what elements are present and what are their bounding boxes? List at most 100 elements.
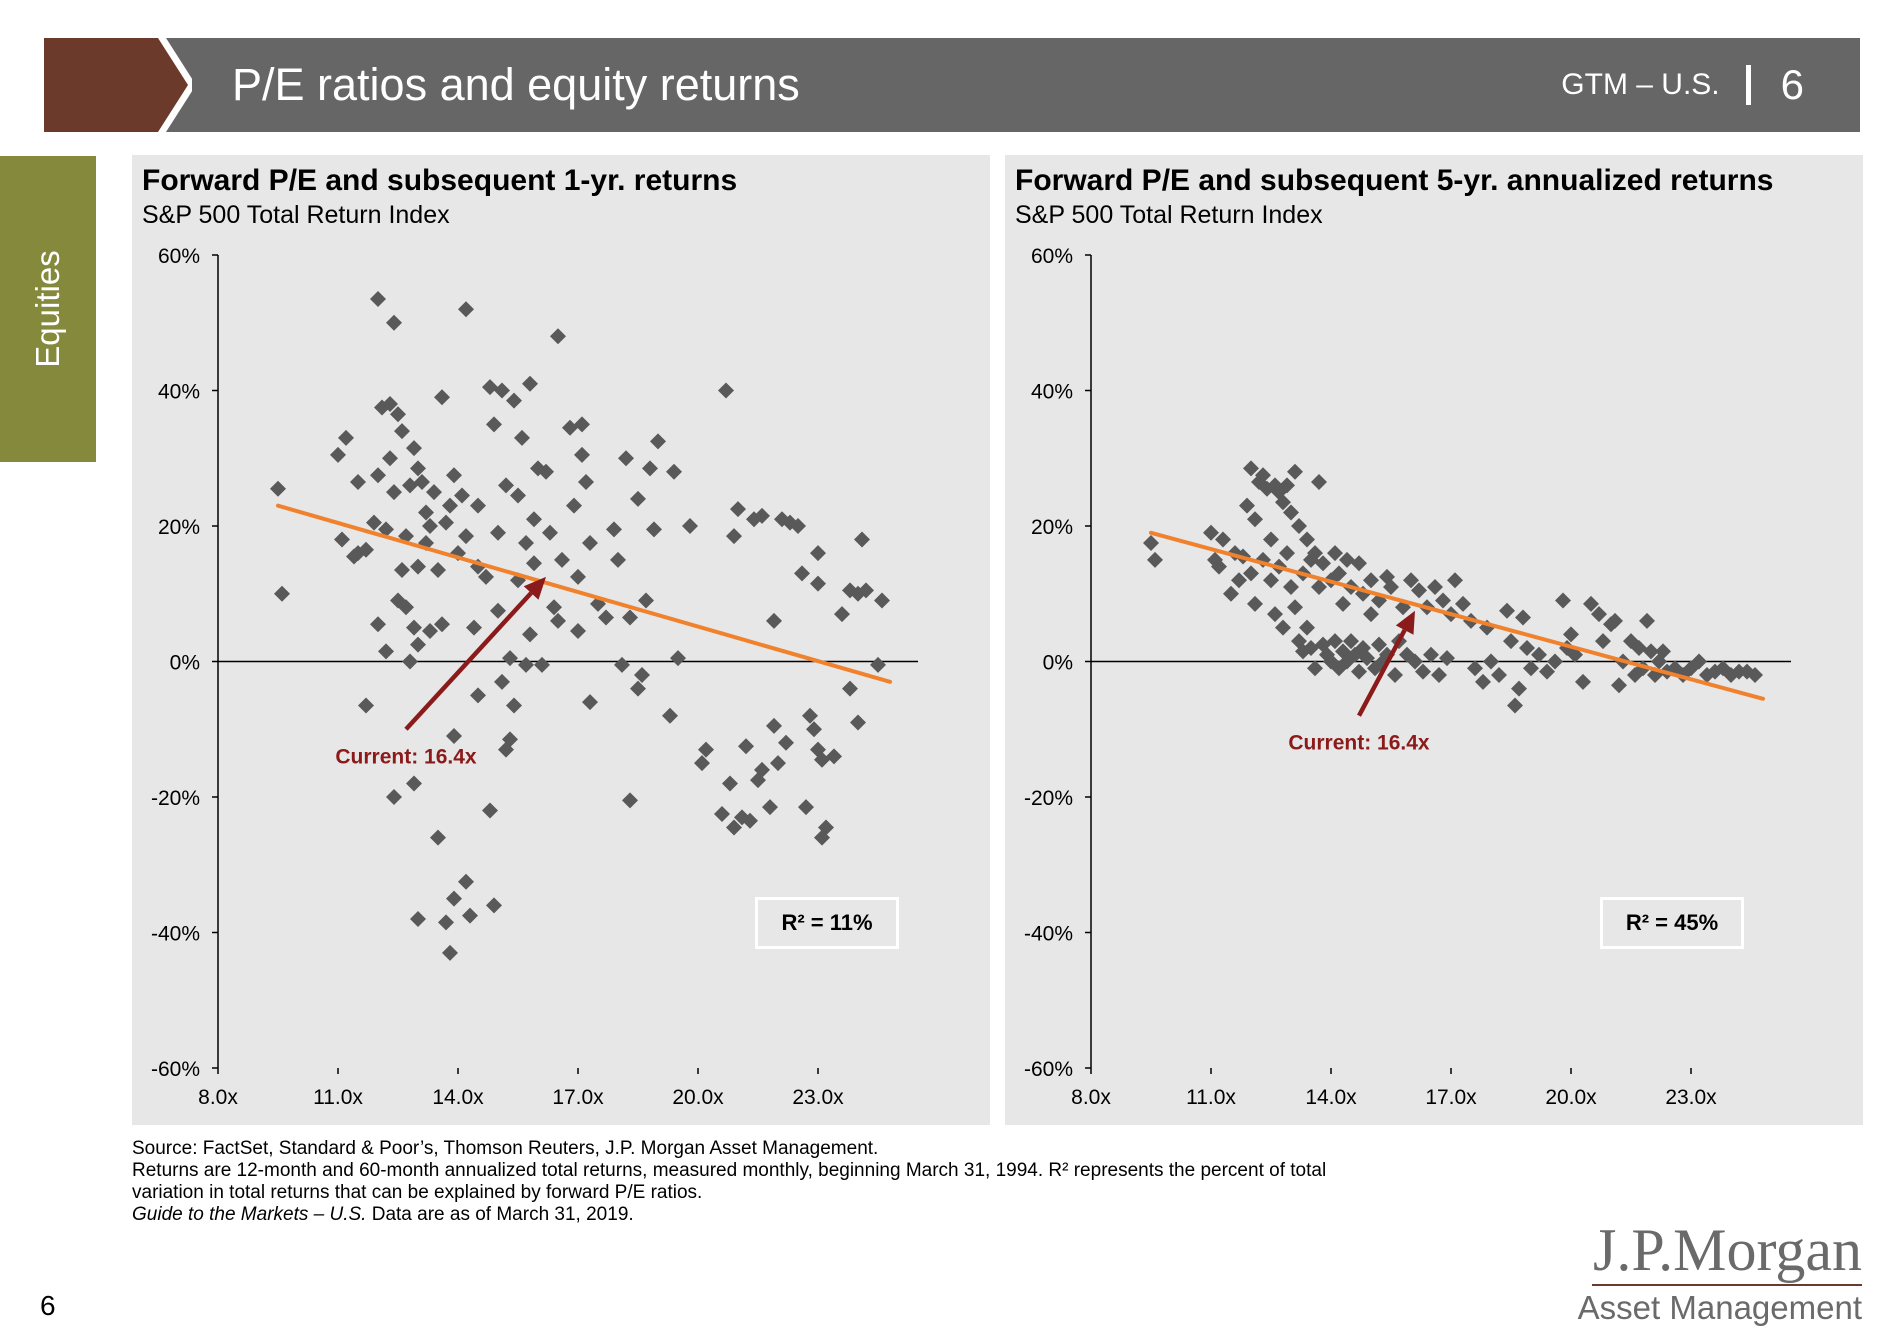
data-point — [438, 514, 454, 531]
data-point — [714, 805, 730, 822]
data-point — [662, 707, 678, 724]
data-point — [1611, 677, 1627, 694]
data-point — [1339, 551, 1355, 568]
data-point — [494, 673, 510, 690]
data-point — [1563, 626, 1579, 643]
data-point — [522, 375, 538, 392]
data-point — [1311, 578, 1327, 595]
data-point — [406, 775, 422, 792]
data-point — [394, 423, 410, 440]
data-point — [582, 534, 598, 551]
header-page-number: 6 — [1780, 61, 1804, 108]
y-tick-label: -20% — [1024, 787, 1073, 810]
data-point — [806, 721, 822, 738]
data-point — [1279, 545, 1295, 562]
data-point — [798, 799, 814, 816]
data-point — [406, 440, 422, 457]
data-point — [402, 653, 418, 670]
data-point — [446, 890, 462, 907]
data-point — [514, 429, 530, 446]
data-point — [350, 545, 366, 562]
data-point — [410, 558, 426, 575]
data-point — [486, 897, 502, 914]
data-point — [1203, 524, 1219, 541]
data-point — [794, 565, 810, 582]
footnote-guide: Guide to the Markets – U.S. Data are as … — [132, 1204, 1552, 1226]
footnotes: Source: FactSet, Standard & Poor’s, Thom… — [132, 1138, 1552, 1226]
data-point — [1639, 612, 1655, 629]
data-point — [338, 429, 354, 446]
data-point — [634, 667, 650, 684]
data-point — [1747, 667, 1763, 684]
data-point — [1583, 595, 1599, 612]
data-point — [562, 419, 578, 436]
data-point — [382, 450, 398, 467]
data-point — [434, 389, 450, 406]
y-tick-label: 60% — [158, 245, 200, 268]
data-point — [390, 592, 406, 609]
data-point — [1307, 660, 1323, 677]
data-point — [630, 490, 646, 507]
data-point — [550, 328, 566, 345]
data-point — [666, 463, 682, 480]
data-point — [1247, 595, 1263, 612]
footnote-guide-title: Guide to the Markets – U.S. — [132, 1204, 367, 1225]
y-tick-label: 20% — [158, 516, 200, 539]
data-point — [722, 775, 738, 792]
data-point — [526, 511, 542, 528]
data-point — [1299, 619, 1315, 636]
data-point — [598, 609, 614, 626]
data-point — [1147, 551, 1163, 568]
data-point — [834, 606, 850, 623]
data-point — [494, 382, 510, 399]
data-point — [538, 463, 554, 480]
data-point — [770, 755, 786, 772]
x-tick-label: 17.0x — [1425, 1086, 1477, 1109]
data-point — [462, 907, 478, 924]
data-point — [386, 484, 402, 501]
y-tick-label: 0% — [1043, 652, 1073, 675]
data-point — [370, 291, 386, 308]
data-point — [1255, 467, 1271, 484]
data-point — [1247, 511, 1263, 528]
data-point — [458, 873, 474, 890]
data-point — [790, 518, 806, 534]
data-point — [1467, 660, 1483, 677]
side-tab-label: Equities — [29, 250, 66, 368]
x-tick-label: 11.0x — [1186, 1086, 1236, 1109]
y-tick-label: 40% — [1031, 381, 1073, 404]
data-point — [406, 619, 422, 636]
data-point — [490, 602, 506, 619]
footnote-returns: Returns are 12-month and 60-month annual… — [132, 1160, 1327, 1181]
data-point — [430, 562, 446, 579]
data-point — [1279, 477, 1295, 494]
data-point — [482, 379, 498, 396]
data-point — [1539, 663, 1555, 680]
chart-panel-5yr: 60% 40% 20% 0% -20% -40% -60% 8.0x 11.0x 14.0x 17.… — [1005, 155, 1863, 1125]
chart-title: Forward P/E and subsequent 5-yr. annuali… — [1015, 164, 1774, 197]
current-pe-label: Current: 16.4x — [335, 745, 477, 768]
data-point — [1263, 531, 1279, 548]
data-point — [810, 545, 826, 562]
y-tick-label: -20% — [151, 787, 200, 810]
x-tick-label: 14.0x — [1305, 1086, 1357, 1109]
chart-subtitle: S&P 500 Total Return Index — [142, 201, 450, 229]
data-point — [410, 636, 426, 653]
data-point — [418, 504, 434, 521]
section-name: GTM – U.S. — [1561, 68, 1720, 101]
data-point — [1299, 531, 1315, 548]
data-point — [1275, 494, 1291, 511]
data-point — [730, 501, 746, 518]
x-tick-label: 8.0x — [198, 1086, 238, 1109]
data-point — [398, 599, 414, 616]
data-point — [330, 446, 346, 463]
data-point — [1591, 606, 1607, 623]
data-point — [378, 521, 394, 538]
header-section-label: GTM – U.S. 6 — [1561, 38, 1804, 132]
data-point — [1359, 650, 1375, 667]
data-point — [802, 707, 818, 724]
data-point — [642, 460, 658, 477]
data-point — [754, 507, 770, 524]
data-point — [442, 497, 458, 514]
x-tick-label: 8.0x — [1071, 1086, 1111, 1109]
